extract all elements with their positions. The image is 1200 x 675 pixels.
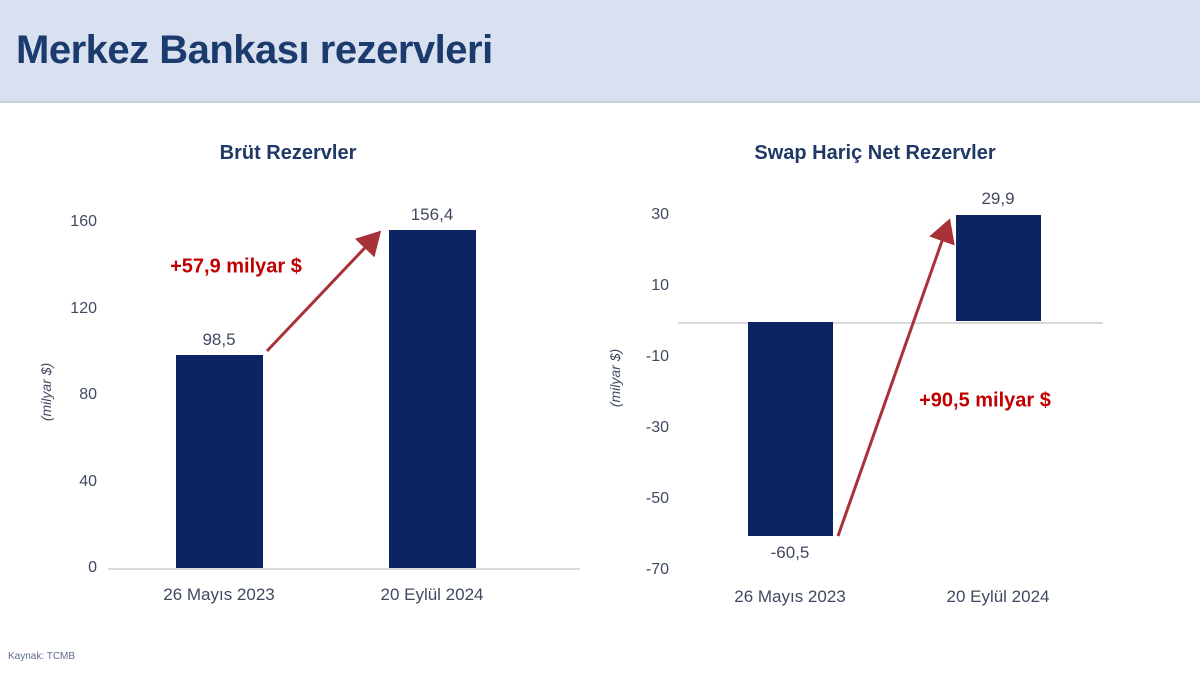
y-tick-label: 160 (70, 213, 97, 230)
page-title: Merkez Bankası rezervleri (16, 28, 493, 72)
y-tick-label: 120 (70, 299, 97, 317)
bar-1 (175, 354, 263, 568)
y-tick-label: 80 (79, 386, 97, 403)
bar-value-label: 98,5 (202, 329, 236, 349)
source-note: Kaynak: TCMB (8, 651, 76, 662)
change-annotation-brut: +57,9 milyar $ (170, 255, 302, 278)
x-axis-label: 26 Mayıs 2023 (734, 587, 846, 606)
y-tick-label: -70 (645, 561, 669, 578)
bar-value-label: -60,5 (770, 543, 810, 563)
y-axis-label: (milyar $) (38, 362, 54, 422)
y-axis-label: (milyar $) (607, 348, 623, 408)
y-tick-label: 10 (651, 277, 669, 294)
header-band: Merkez Bankası rezervleri (0, 0, 1200, 103)
x-axis-label: 20 Eylül 2024 (380, 585, 484, 604)
zero-axis-line (678, 322, 1103, 324)
y-tick-label: -10 (645, 348, 669, 365)
y-tick-label: 30 (651, 206, 669, 223)
increase-arrow-swap (836, 218, 955, 537)
y-tick-label: -30 (645, 419, 669, 436)
bar-2 (388, 229, 476, 568)
y-tick-label: -50 (645, 490, 669, 507)
increase-arrow-brut (265, 230, 382, 353)
y-tick-label: 40 (79, 472, 97, 490)
chart-title-brut: Brüt Rezervler (219, 142, 357, 164)
bar-value-label: 156,4 (410, 204, 454, 224)
x-axis-label: 26 Mayıs 2023 (163, 585, 275, 604)
bar-2 (955, 215, 1041, 322)
x-axis-label: 20 Eylül 2024 (946, 587, 1050, 606)
y-tick-label: 0 (88, 559, 97, 576)
bar-1 (747, 321, 833, 537)
change-annotation-swap: +90,5 milyar $ (919, 389, 1051, 412)
chart-title-swap: Swap Hariç Net Rezervler (754, 142, 996, 164)
x-axis-line (108, 568, 580, 570)
bar-value-label: 29,9 (981, 189, 1015, 209)
